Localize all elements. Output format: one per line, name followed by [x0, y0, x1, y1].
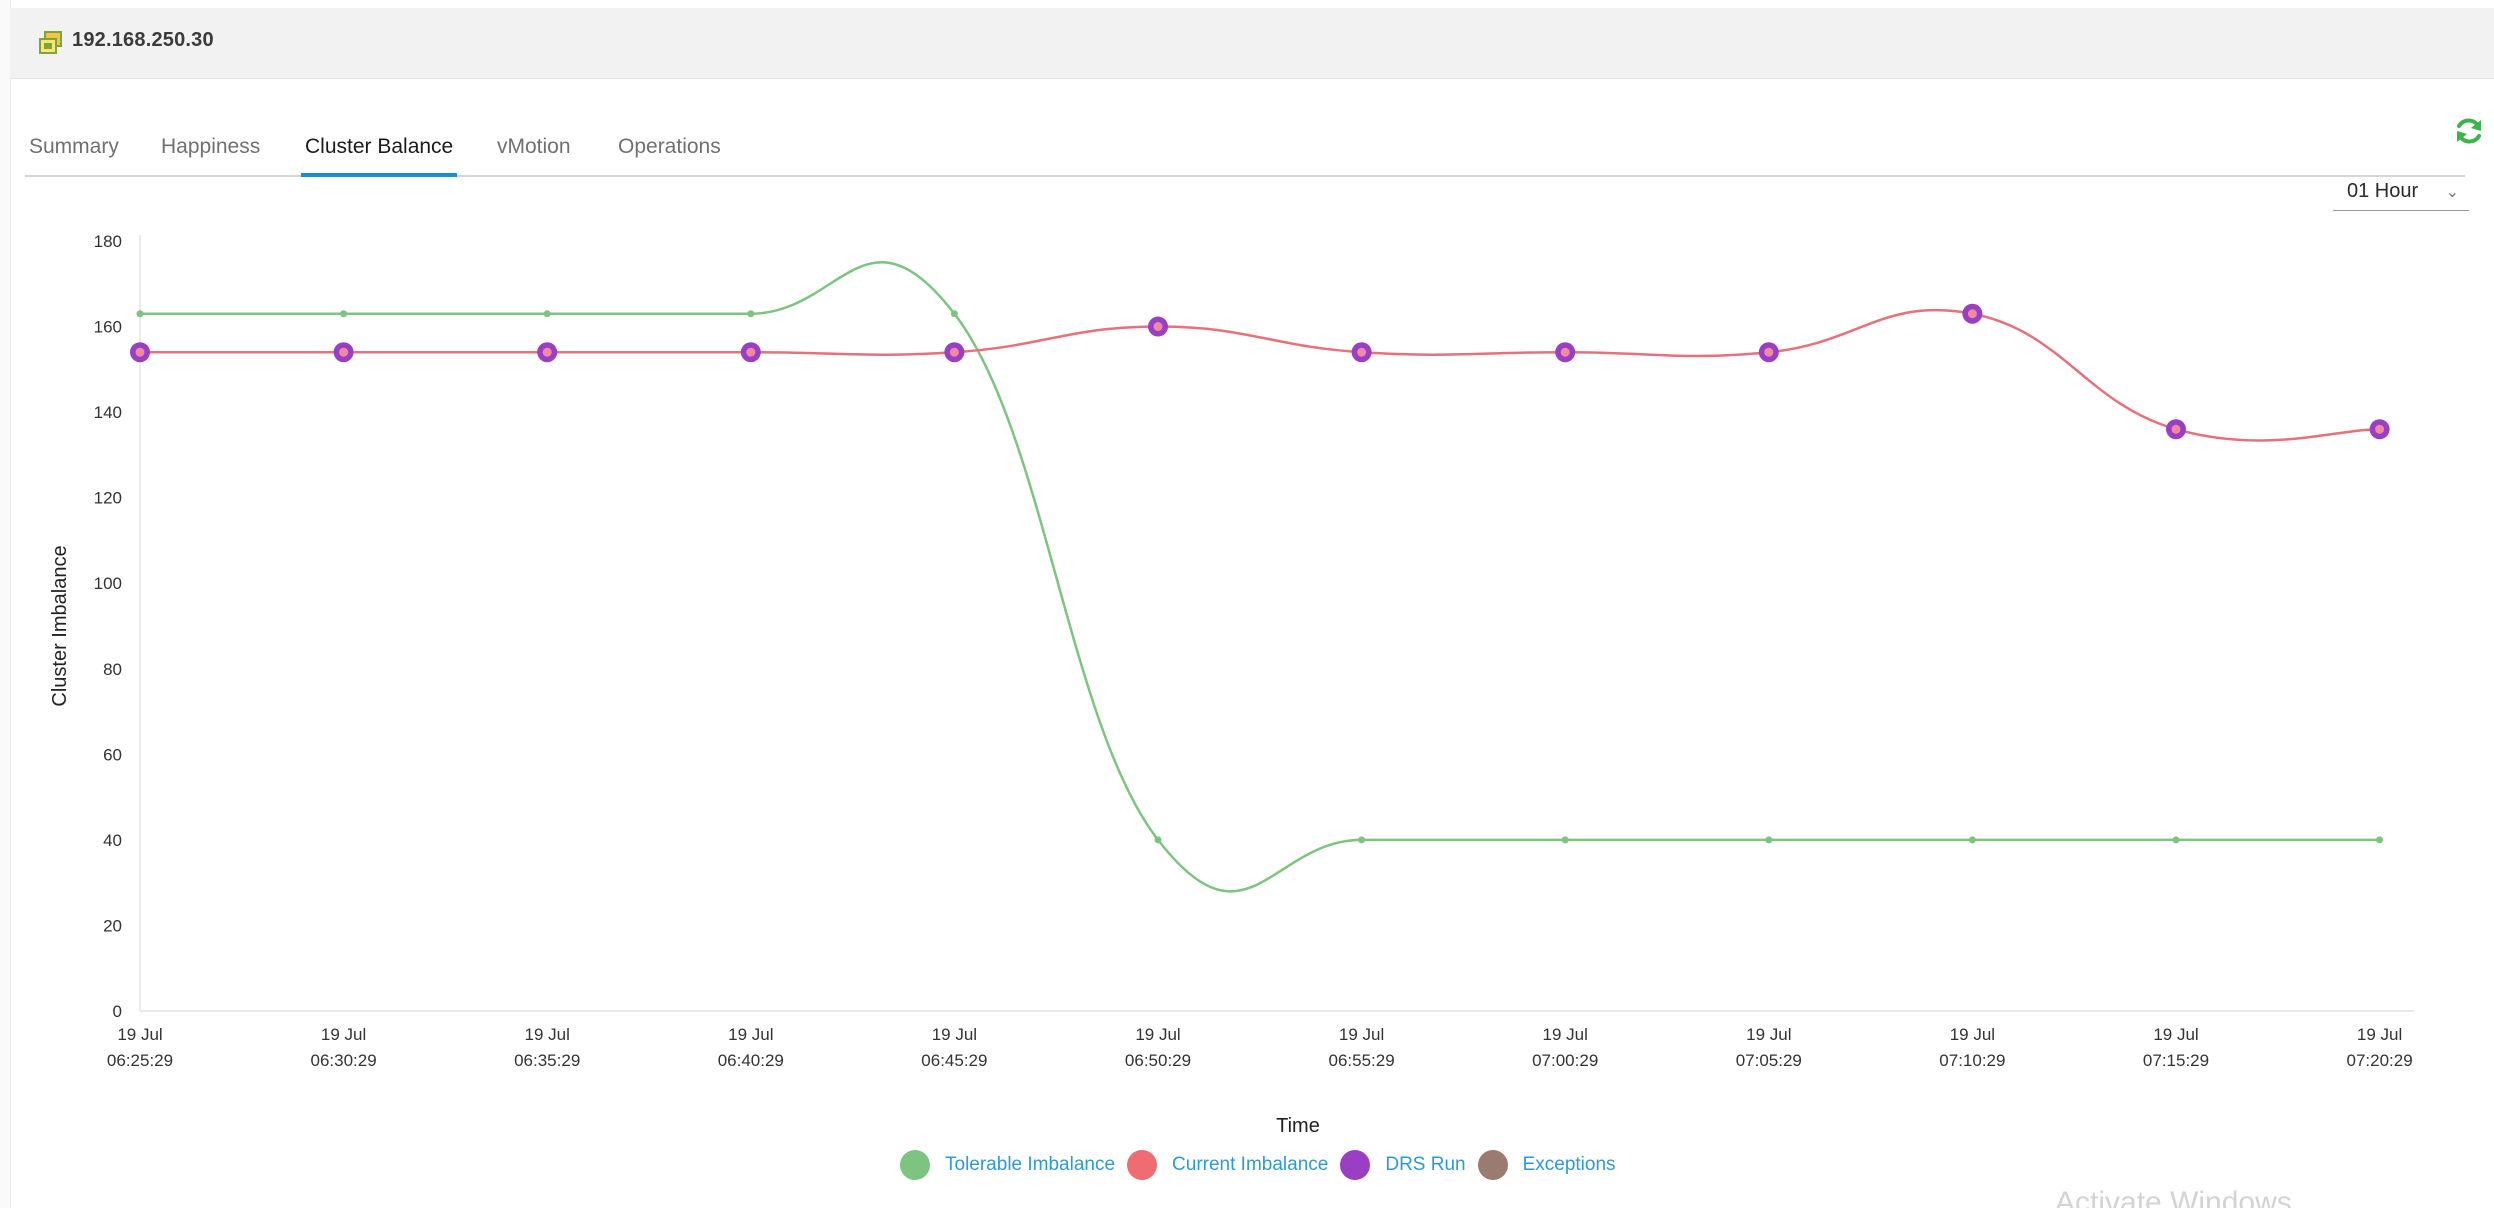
drs-run-marker-inner — [2171, 424, 2181, 434]
time-range-select[interactable]: 01 Hour ⌄ — [2333, 174, 2469, 211]
x-tick-label-time: 06:45:29 — [921, 1051, 987, 1070]
legend-item-tolerable[interactable]: Tolerable Imbalance — [900, 1150, 1115, 1180]
chart-legend: Tolerable Imbalance Current Imbalance DR… — [900, 1147, 1628, 1183]
drs-run-marker-inner — [2375, 424, 2385, 434]
y-tick-label: 120 — [94, 489, 122, 508]
chevron-down-icon: ⌄ — [2445, 184, 2459, 201]
legend-label: DRS Run — [1385, 1154, 1466, 1175]
y-tick-label: 0 — [113, 1002, 122, 1021]
x-tick-label-time: 07:00:29 — [1532, 1051, 1598, 1070]
x-tick-label-date: 19 Jul — [117, 1025, 162, 1044]
time-range-value: 01 Hour — [2347, 180, 2419, 202]
x-tick-label-date: 19 Jul — [1746, 1025, 1791, 1044]
x-tick-label-date: 19 Jul — [932, 1025, 977, 1044]
tab-cluster-balance[interactable]: Cluster Balance — [300, 135, 458, 177]
y-tick-label: 100 — [94, 574, 122, 593]
y-tick-label: 20 — [103, 916, 122, 935]
y-tick-label: 40 — [103, 831, 122, 850]
tolerable-point — [1765, 836, 1773, 844]
activate-windows-watermark: Activate Windows — [2055, 1186, 2292, 1208]
legend-label: Exceptions — [1522, 1154, 1616, 1175]
refresh-icon[interactable] — [2452, 114, 2486, 148]
legend-dot-icon — [1340, 1150, 1371, 1180]
drs-run-marker-inner — [949, 347, 959, 357]
x-axis-title: Time — [1276, 1115, 1320, 1137]
tolerable-point — [1561, 836, 1569, 844]
tolerable-point — [2172, 836, 2180, 844]
tolerable-point — [1968, 836, 1976, 844]
chart-markers — [130, 303, 2390, 844]
legend-label: Tolerable Imbalance — [945, 1154, 1116, 1175]
x-tick-label-time: 06:50:29 — [1125, 1051, 1191, 1070]
x-tick-label-date: 19 Jul — [525, 1025, 570, 1044]
legend-item-drs-run[interactable]: DRS Run — [1340, 1150, 1466, 1180]
drs-run-marker-inner — [1764, 347, 1774, 357]
x-tick-label-date: 19 Jul — [728, 1025, 773, 1044]
drs-run-marker-inner — [746, 347, 756, 357]
x-tick-label-time: 06:30:29 — [311, 1051, 377, 1070]
legend-label: Current Imbalance — [1172, 1154, 1329, 1175]
y-tick-label: 160 — [94, 318, 122, 337]
host-title: 192.168.250.30 — [72, 29, 214, 51]
x-tick-label-date: 19 Jul — [1339, 1025, 1384, 1044]
drs-run-marker-inner — [1967, 309, 1977, 319]
host-header: 192.168.250.30 — [10, 8, 2494, 79]
x-tick-label-date: 19 Jul — [2153, 1025, 2198, 1044]
x-tick-label-time: 06:40:29 — [718, 1051, 784, 1070]
x-tick-label-time: 07:05:29 — [1736, 1051, 1802, 1070]
drs-run-marker-inner — [339, 347, 349, 357]
series-line-current-imbalance — [140, 308, 2380, 442]
x-tick-label-date: 19 Jul — [321, 1025, 366, 1044]
y-tick-label: 140 — [94, 403, 122, 422]
left-frame-edge — [0, 0, 11, 1208]
tolerable-point — [340, 310, 348, 318]
drs-run-marker-inner — [135, 347, 145, 357]
x-tick-label-date: 19 Jul — [1135, 1025, 1180, 1044]
tab-summary[interactable]: Summary — [29, 135, 119, 158]
chart-series — [140, 261, 2380, 893]
legend-item-current[interactable]: Current Imbalance — [1127, 1150, 1328, 1180]
tolerable-point — [950, 310, 958, 318]
tolerable-point — [1358, 836, 1366, 844]
drs-run-marker-inner — [1153, 322, 1163, 332]
series-line-tolerable-imbalance — [140, 261, 2380, 893]
x-tick-label-time: 07:10:29 — [1939, 1051, 2005, 1070]
x-tick-label-time: 06:35:29 — [514, 1051, 580, 1070]
x-tick-label-date: 19 Jul — [2357, 1025, 2402, 1044]
tab-happiness[interactable]: Happiness — [161, 135, 261, 158]
tab-operations[interactable]: Operations — [618, 135, 721, 158]
tolerable-point — [1154, 836, 1162, 844]
host-icon — [39, 31, 62, 54]
y-tick-label: 80 — [103, 660, 122, 679]
y-tick-label: 180 — [94, 232, 122, 251]
x-tick-label-time: 06:55:29 — [1329, 1051, 1395, 1070]
y-tick-label: 60 — [103, 745, 122, 764]
drs-run-marker-inner — [542, 347, 552, 357]
x-tick-label-time: 06:25:29 — [107, 1051, 173, 1070]
tolerable-point — [2376, 836, 2384, 844]
tolerable-point — [747, 310, 755, 318]
x-tick-label-time: 07:15:29 — [2143, 1051, 2209, 1070]
x-tick-label-time: 07:20:29 — [2347, 1051, 2413, 1070]
tolerable-point — [543, 310, 551, 318]
x-tick-label-date: 19 Jul — [1543, 1025, 1588, 1044]
legend-dot-icon — [1477, 1150, 1508, 1180]
tab-vmotion[interactable]: vMotion — [497, 135, 571, 158]
drs-run-marker-inner — [1560, 347, 1570, 357]
legend-dot-icon — [1127, 1150, 1158, 1180]
tab-bar: Summary Happiness Cluster Balance vMotio… — [25, 130, 2465, 177]
tolerable-point — [136, 310, 144, 318]
legend-dot-icon — [900, 1150, 930, 1180]
x-tick-label-date: 19 Jul — [1950, 1025, 1995, 1044]
y-axis-title: Cluster Imbalance — [49, 545, 71, 706]
drs-run-marker-inner — [1357, 347, 1367, 357]
legend-item-exceptions[interactable]: Exceptions — [1477, 1150, 1616, 1180]
chart-axes: 0 20 40 60 80 100 120 140 160 180 19 Jul 06:25:29 19… — [49, 232, 2414, 1137]
